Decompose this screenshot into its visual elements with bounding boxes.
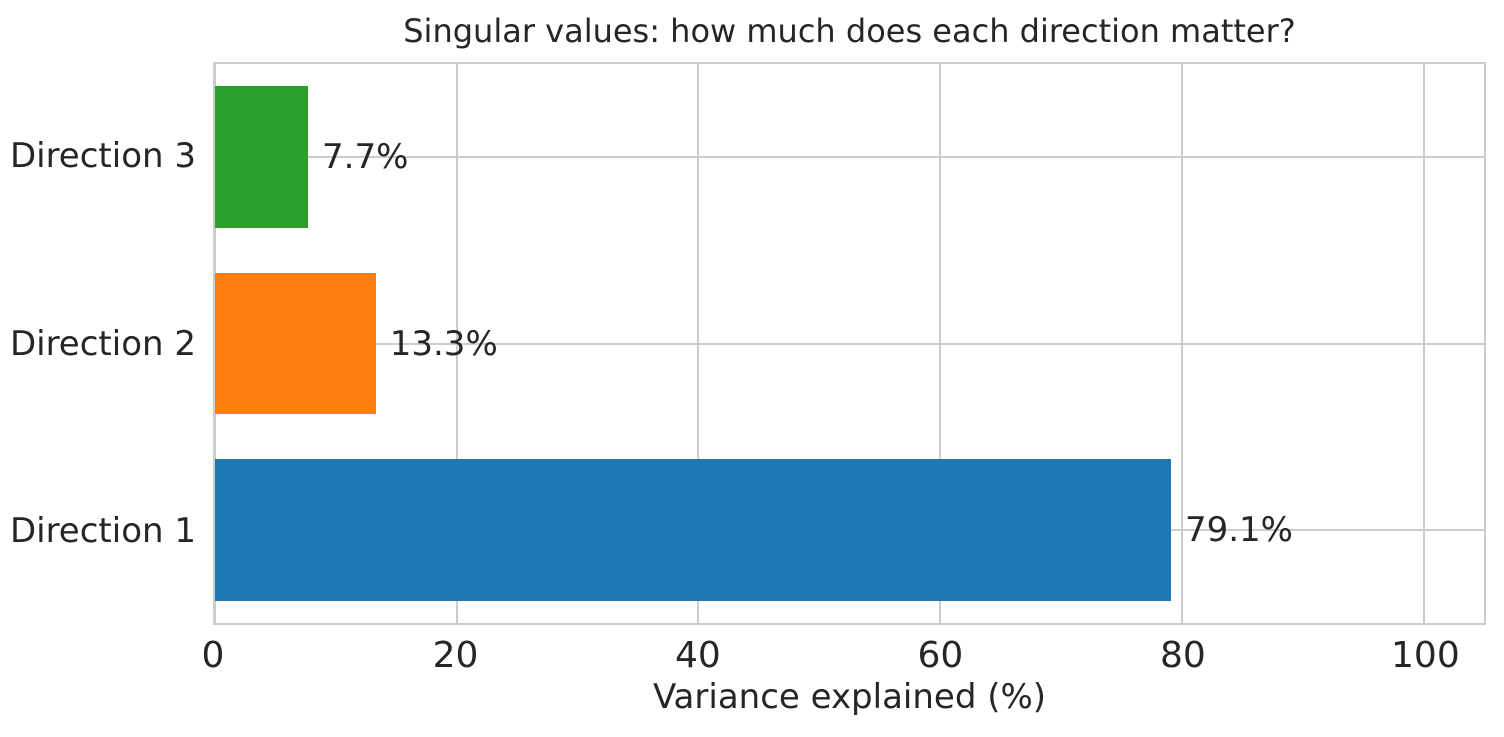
bar-direction-2 — [215, 272, 376, 415]
bar-value-label: 79.1% — [1184, 509, 1293, 550]
x-axis-label: Variance explained (%) — [652, 677, 1047, 717]
gridline-y-2 — [215, 342, 1484, 345]
y-category-label: Direction 3 — [9, 135, 196, 176]
bar-direction-1 — [215, 458, 1171, 601]
bar-direction-3 — [215, 86, 309, 229]
plot-area: 7.7% 13.3% 79.1% — [213, 62, 1486, 625]
x-tick-label: 20 — [432, 635, 479, 676]
x-tick-label: 80 — [1159, 635, 1206, 676]
bar-value-label: 7.7% — [322, 137, 409, 178]
y-category-label: Direction 2 — [9, 323, 196, 364]
x-tick-label: 60 — [917, 635, 964, 676]
y-axis-category-labels: Direction 3 Direction 2 Direction 1 — [0, 62, 196, 625]
chart-title: Singular values: how much does each dire… — [403, 12, 1296, 50]
bar-value-label: 13.3% — [389, 323, 498, 364]
x-tick-label: 0 — [201, 635, 225, 676]
y-category-label: Direction 1 — [9, 511, 196, 552]
x-axis-tick-labels: 0 20 40 60 80 100 — [202, 634, 1486, 678]
x-tick-label: 100 — [1391, 635, 1460, 676]
gridline-y-1 — [215, 156, 1484, 159]
x-tick-label: 40 — [675, 635, 721, 676]
